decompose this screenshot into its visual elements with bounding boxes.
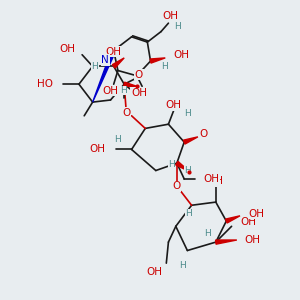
Text: OH: OH [203,174,219,184]
Text: H: H [161,62,168,71]
Text: N: N [101,55,109,65]
Polygon shape [150,58,165,63]
Text: OH: OH [248,209,264,219]
Text: HO: HO [37,79,52,89]
Text: OH: OH [146,267,162,277]
Polygon shape [216,240,237,244]
Polygon shape [184,137,198,144]
Text: H: H [185,209,192,218]
Text: OH: OH [166,100,182,110]
Text: OH: OH [60,44,76,55]
Text: H: H [184,166,191,175]
Text: H: H [92,62,98,71]
Text: OH: OH [208,176,224,186]
Text: O: O [122,108,130,118]
Text: H: H [120,86,127,95]
Text: O: O [199,129,207,139]
Text: OH: OH [103,85,118,95]
Text: H: H [204,229,211,238]
Text: OH: OH [105,46,121,57]
Polygon shape [226,216,240,223]
Text: H: H [184,109,191,118]
Text: OH: OH [131,88,147,98]
Text: H: H [179,261,185,270]
Text: OH: OH [174,50,190,60]
Text: OH: OH [89,145,105,154]
Text: H: H [168,160,175,169]
Text: OH: OH [240,217,256,227]
Text: OH: OH [163,11,178,21]
Text: H: H [115,136,121,145]
Polygon shape [93,50,116,102]
Text: H: H [175,22,181,31]
Polygon shape [112,58,124,68]
Polygon shape [176,161,190,172]
Text: OH: OH [244,235,260,245]
Text: O: O [135,70,143,80]
Polygon shape [124,82,137,86]
Text: O: O [173,181,181,191]
